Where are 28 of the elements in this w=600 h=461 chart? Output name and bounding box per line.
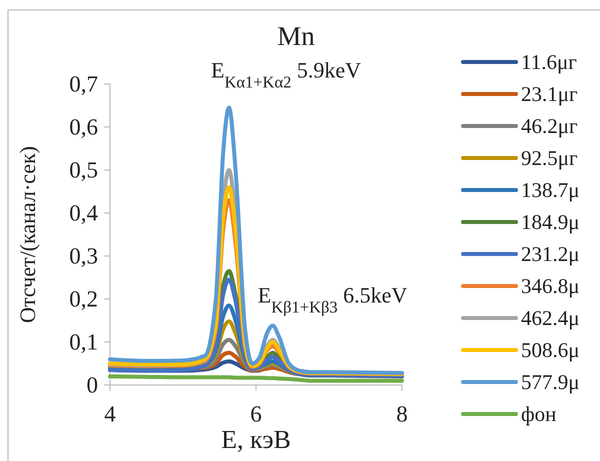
legend-label: 184.9μ xyxy=(521,210,580,234)
y-tick-label: 0 xyxy=(86,372,98,398)
y-tick-label: 0,7 xyxy=(69,71,98,96)
x-axis-title: E, кэВ xyxy=(221,425,291,454)
y-tick-label: 0,3 xyxy=(69,243,98,268)
y-tick-label: 0,5 xyxy=(69,157,98,182)
y-tick-label: 0,4 xyxy=(69,200,98,226)
x-tick-label: 8 xyxy=(396,401,408,426)
legend-label: 577.9μ xyxy=(521,370,580,394)
legend-label: 346.8μ xyxy=(521,274,580,298)
legend-label: 46.2μг xyxy=(521,114,578,138)
y-tick-label: 0,6 xyxy=(69,114,98,140)
annotation: E$_{Kα1+Kα2}$ 5.9keV xyxy=(210,58,362,92)
legend-label: фон xyxy=(521,402,556,426)
y-tick-label: 0,1 xyxy=(69,329,98,354)
chart-title: Mn xyxy=(277,21,316,51)
y-tick-label: 0,2 xyxy=(69,286,98,312)
annotation: E$_{Kβ1+Kβ3}$ 6.5keV xyxy=(258,282,408,316)
legend-label: 231.2μ xyxy=(521,242,580,266)
y-axis-title: Отсчет/(канал·сек) xyxy=(15,146,40,323)
x-tick-label: 4 xyxy=(104,401,116,426)
legend-label: 23.1μг xyxy=(521,82,578,106)
legend-label: 138.7μ xyxy=(521,178,580,202)
legend-label: 508.6μ xyxy=(521,338,580,362)
x-tick-label: 6 xyxy=(250,401,262,426)
legend-label: 92.5μг xyxy=(521,146,578,170)
legend-label: 11.6μг xyxy=(521,50,578,74)
legend-label: 462.4μ xyxy=(521,306,580,330)
